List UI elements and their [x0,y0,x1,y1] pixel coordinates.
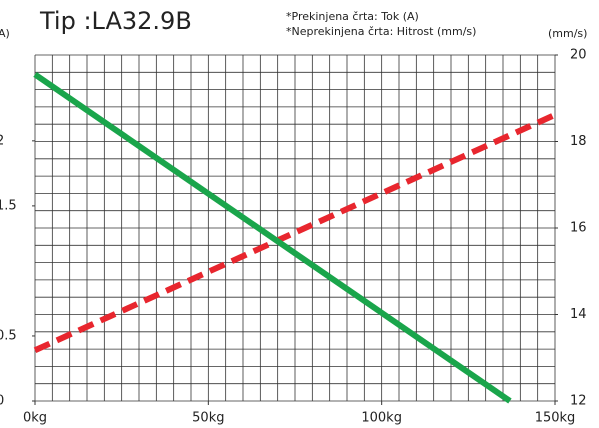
y2-axis-label: (mm/s) [548,27,587,40]
series-line [33,71,512,404]
y2-tick-label: 20 [570,48,587,63]
y-tick-label: 1.5 [0,198,17,213]
x-tick-label: 50kg [192,411,224,426]
x-tick-label: 100kg [361,411,402,426]
x-tick-label: 0kg [23,411,47,426]
y-tick-label: 2 [0,133,4,148]
y-tick-label: 0 [0,394,4,409]
chart-title: Tip :LA32.9B [39,7,192,35]
annotation: *Neprekinjena črta: Hitrost (mm/s) [286,25,476,38]
y-tick-label: 0.5 [0,328,17,343]
y2-tick-label: 14 [570,307,587,322]
annotation: *Prekinjena črta: Tok (A) [286,10,419,23]
x-tick-label: 150kg [535,411,576,426]
y2-tick-label: 12 [570,394,587,409]
y2-tick-label: 16 [570,221,587,236]
y-axis-label: A) [0,27,10,40]
y2-tick-label: 18 [570,134,587,149]
